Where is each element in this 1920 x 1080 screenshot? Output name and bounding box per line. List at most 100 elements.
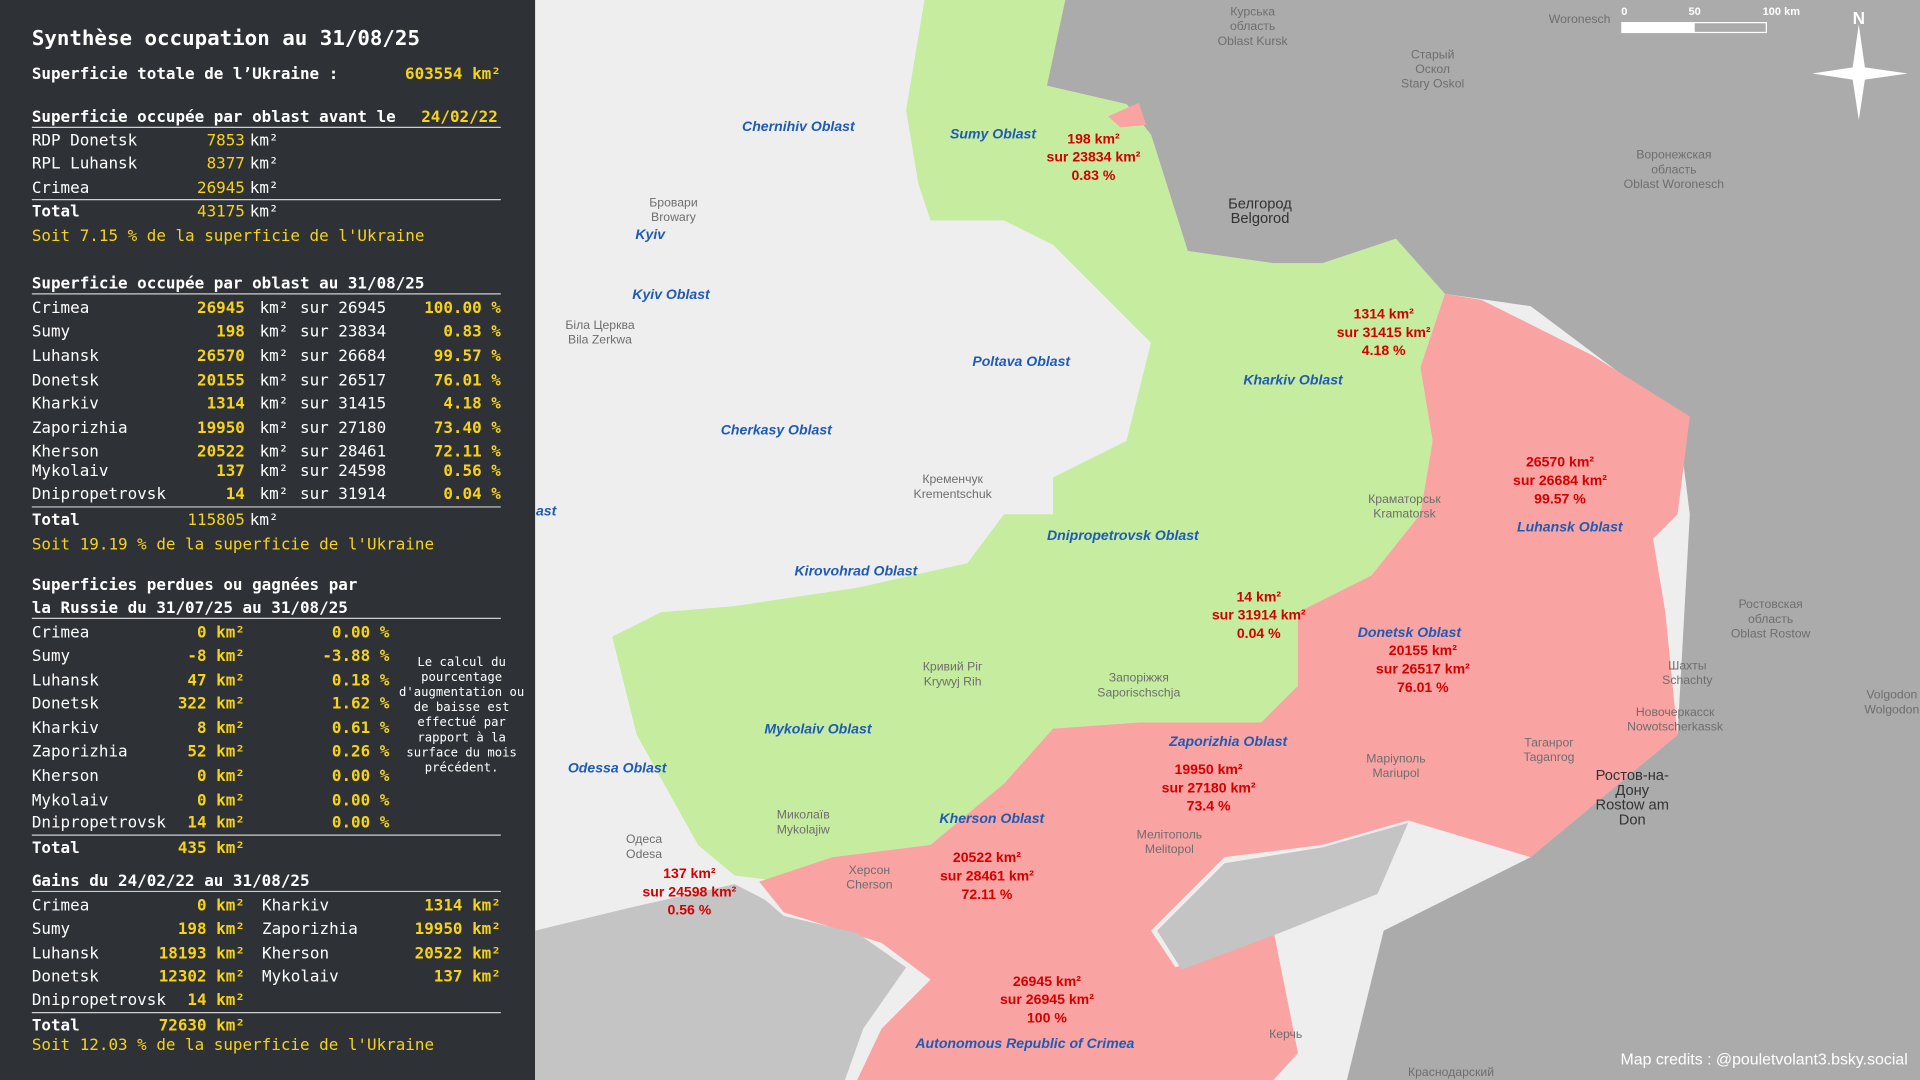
total-value: 72630 km² <box>159 1016 245 1035</box>
oblast-label: Dnipropetrovsk Oblast <box>1047 527 1200 543</box>
section-heading: Superficies perdues ou gagnées par <box>32 575 358 594</box>
oblast-label: Kherson Oblast <box>939 810 1045 826</box>
row-name: Kherson <box>32 766 99 785</box>
occupation-label: sur 23834 km² <box>1047 149 1141 165</box>
place-label: Бровари <box>649 195 697 209</box>
row-unit: km² <box>250 130 279 149</box>
place-label: Дону <box>1615 783 1649 799</box>
place-label: Mariupol <box>1372 766 1419 780</box>
oblast-label: Autonomous Republic of Crimea <box>914 1035 1134 1051</box>
row-percent: 0.04 % <box>443 484 501 503</box>
occupation-label: 19950 km² <box>1175 761 1243 777</box>
row-unit: km² <box>260 441 289 460</box>
occupation-label: 76.01 % <box>1397 679 1449 695</box>
row-name: Kherson <box>262 943 329 962</box>
row-total: sur 28461 <box>300 441 386 460</box>
row-unit: km² <box>250 178 279 197</box>
row-name: Zaporizhia <box>262 919 358 938</box>
occupation-label: 20522 km² <box>953 849 1021 865</box>
compass <box>1812 24 1908 121</box>
row-name: RDP Donetsk <box>32 130 138 149</box>
row-value: 0 km² <box>197 790 245 809</box>
place-label: Старый <box>1411 47 1455 61</box>
section-heading: Superficie occupée par oblast au 31/08/2… <box>32 274 425 293</box>
row-value: 14 km² <box>187 812 244 831</box>
scale-label: 50 <box>1689 6 1701 18</box>
occupation-label: 4.18 % <box>1362 342 1406 358</box>
occupation-label: sur 26945 km² <box>1000 991 1094 1007</box>
row-unit: km² <box>260 394 289 413</box>
row-percent: 0.83 % <box>443 321 501 340</box>
place-label: Belgorod <box>1231 211 1290 227</box>
row-value: 1314 <box>207 394 245 413</box>
occupation-label: sur 31914 km² <box>1212 607 1306 623</box>
row-percent: 0.00 % <box>332 766 390 785</box>
place-label: Rostow am <box>1596 798 1669 814</box>
place-label: Volgodon <box>1866 688 1917 702</box>
row-name: Kherson <box>32 441 99 460</box>
credits: Map credits : @pouletvolant3.bsky.social <box>1620 1052 1907 1069</box>
row-total: sur 26517 <box>300 370 386 389</box>
place-label: Миколаїв <box>777 808 830 822</box>
row-value: 8 km² <box>197 718 245 737</box>
oblast-label: Kirovohrad Oblast <box>795 563 919 579</box>
place-label: Browary <box>651 210 697 224</box>
row-value: 20522 km² <box>415 943 501 962</box>
occupation-label: sur 28461 km² <box>940 867 1034 883</box>
place-label: Оскол <box>1415 62 1450 76</box>
row-name: Mykolaiv <box>262 967 339 986</box>
row-unit: km² <box>260 321 289 340</box>
note: précédent. <box>425 760 499 774</box>
total-value: 435 km² <box>178 838 245 857</box>
row-percent: 1.62 % <box>332 694 390 713</box>
occupation-label: 0.56 % <box>667 902 711 918</box>
row-total: sur 31914 <box>300 484 386 503</box>
row-value: 7853 <box>207 130 245 149</box>
place-label: область <box>1230 19 1275 33</box>
place-label: Taganrog <box>1523 750 1574 764</box>
place-label: Melitopol <box>1145 842 1194 856</box>
occupied-sumy <box>1108 102 1147 128</box>
place-label: Krywyj Rih <box>924 674 982 688</box>
oblast-label: Kharkiv Oblast <box>1243 372 1344 388</box>
place-label: Новочеркасск <box>1636 705 1715 719</box>
row-percent: 73.40 % <box>434 418 501 437</box>
row-percent: 0.00 % <box>332 623 390 642</box>
row-name: Zaporizhia <box>32 418 128 437</box>
row-percent: 100.00 % <box>424 298 501 317</box>
place-label: Маріуполь <box>1366 751 1425 765</box>
place-label: Біла Церква <box>565 318 634 332</box>
row-name: Kharkiv <box>32 718 99 737</box>
row-name: Kharkiv <box>32 394 99 413</box>
row-name: Sumy <box>32 646 70 665</box>
occupation-label: 72.11 % <box>961 886 1012 902</box>
row-value: 20522 <box>197 441 245 460</box>
oblast-label: Poltava Oblast <box>972 353 1071 369</box>
oblast-label: Donetsk Oblast <box>1358 624 1463 640</box>
oblast-label: Mykolaiv Oblast <box>764 721 872 737</box>
oblast-label: ast <box>536 503 558 519</box>
row-value: 0 km² <box>197 623 245 642</box>
map <box>535 0 1920 1080</box>
occupation-label: 26945 km² <box>1013 973 1081 989</box>
section-heading: la Russie du 31/07/25 au 31/08/25 <box>32 598 348 617</box>
oblast-label: Zaporizhia Oblast <box>1168 733 1288 749</box>
row-value: 14 km² <box>187 990 244 1009</box>
row-percent: 76.01 % <box>434 370 501 389</box>
occupation-label: 100 % <box>1027 1009 1067 1025</box>
row-name: Donetsk <box>32 694 99 713</box>
occupation-label: 137 km² <box>663 865 716 881</box>
row-name: Mykolaiv <box>32 461 109 480</box>
place-label: Ростов-на- <box>1596 768 1669 784</box>
place-label: Херсон <box>849 863 891 877</box>
place-label: Kramatorsk <box>1373 507 1436 521</box>
row-value: 19950 <box>197 418 245 437</box>
occupation-label: 0.04 % <box>1237 625 1281 641</box>
note: de baisse est <box>414 700 510 714</box>
panel-bg <box>0 0 536 1080</box>
row-percent: 0.18 % <box>332 670 390 689</box>
occupation-label: 198 km² <box>1067 130 1120 146</box>
note: d'augmentation ou <box>399 685 524 699</box>
row-value: 20155 <box>197 370 245 389</box>
